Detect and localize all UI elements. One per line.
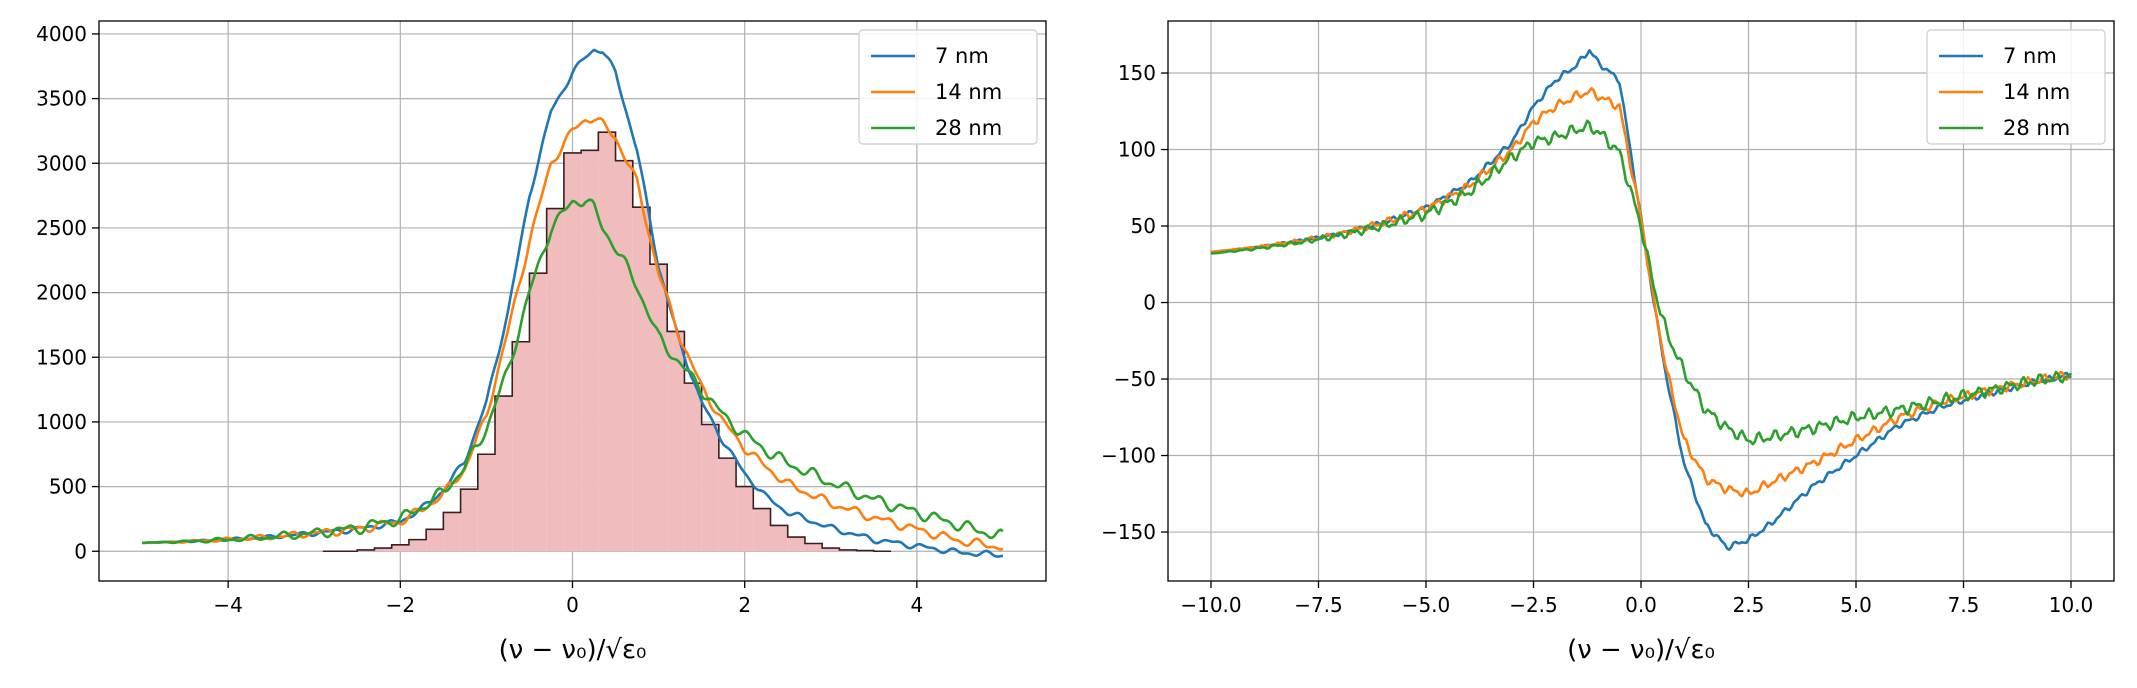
histogram-bar bbox=[495, 396, 513, 552]
axis-ticks: −10.0 −7.5 −5.0 −2.5 0.0 2.5 5.0 7.5 10.0 −150 −10… bbox=[1101, 61, 2093, 617]
histogram-bar bbox=[753, 508, 771, 552]
histogram-bar bbox=[787, 537, 805, 552]
y-tick-label: 0 bbox=[1143, 291, 1156, 315]
series-line-14nm bbox=[1210, 87, 2073, 498]
x-tick-label: −7.5 bbox=[1294, 593, 1343, 617]
series-lines bbox=[142, 48, 1004, 558]
y-tick-label: 100 bbox=[1118, 138, 1156, 162]
y-tick-label: 3000 bbox=[36, 151, 87, 175]
series-line-28nm bbox=[1210, 119, 2073, 446]
histogram-bar bbox=[426, 529, 444, 552]
histogram-outline bbox=[322, 131, 892, 553]
legend: 7 nm 14 nm 28 nm bbox=[1926, 29, 2106, 145]
legend-label: 28 nm bbox=[935, 116, 1002, 140]
chart-right-dispersion: −10.0 −7.5 −5.0 −2.5 0.0 2.5 5.0 7.5 10.0 −150 −10… bbox=[1101, 20, 2115, 665]
histogram-bar bbox=[512, 341, 530, 552]
x-tick-label: 2.5 bbox=[1733, 593, 1765, 617]
histogram-bar bbox=[632, 207, 650, 552]
legend-label: 28 nm bbox=[2003, 116, 2070, 140]
histogram bbox=[322, 131, 892, 553]
histogram-bar bbox=[736, 486, 754, 552]
x-tick-label: 4 bbox=[910, 593, 923, 617]
x-tick-label: −10.0 bbox=[1180, 593, 1241, 617]
y-tick-label: 50 bbox=[1131, 214, 1156, 238]
histogram-bar bbox=[615, 160, 633, 552]
legend-box bbox=[1926, 29, 2106, 145]
series-line-14nm bbox=[142, 116, 1004, 551]
histogram-bar bbox=[684, 383, 702, 552]
x-tick-label: 0 bbox=[566, 593, 579, 617]
y-tick-label: 2000 bbox=[36, 281, 87, 305]
legend-label: 14 nm bbox=[935, 80, 1002, 104]
histogram-bar bbox=[701, 424, 719, 552]
legend: 7 nm 14 nm 28 nm bbox=[858, 29, 1038, 145]
y-tick-label: −50 bbox=[1114, 367, 1156, 391]
histogram-bar bbox=[822, 548, 840, 552]
histogram-bar bbox=[718, 458, 737, 552]
x-tick-label: −4 bbox=[213, 593, 242, 617]
y-tick-label: 4000 bbox=[36, 22, 87, 46]
x-axis-label: (ν − ν₀)/√ε₀ bbox=[499, 635, 647, 665]
histogram-bar bbox=[804, 543, 823, 552]
x-tick-label: 10.0 bbox=[2049, 593, 2094, 617]
x-tick-label: 7.5 bbox=[1948, 593, 1980, 617]
histogram-bar bbox=[374, 548, 392, 552]
histogram-bar bbox=[770, 525, 788, 552]
legend-label: 7 nm bbox=[935, 44, 989, 68]
legend-label: 14 nm bbox=[2003, 80, 2070, 104]
y-tick-label: 3500 bbox=[36, 87, 87, 111]
x-tick-label: −2.5 bbox=[1509, 593, 1558, 617]
y-tick-label: 2500 bbox=[36, 216, 87, 240]
y-tick-label: 1500 bbox=[36, 345, 87, 369]
series-line-28nm bbox=[142, 198, 1004, 545]
histogram-bar bbox=[443, 512, 461, 552]
x-axis-label: (ν − ν₀)/√ε₀ bbox=[1567, 635, 1715, 665]
histogram-bar bbox=[477, 454, 496, 552]
histogram-bar bbox=[391, 544, 409, 552]
histogram-bar bbox=[529, 273, 547, 552]
x-tick-label: −2 bbox=[386, 593, 415, 617]
y-tick-label: 150 bbox=[1118, 61, 1156, 85]
y-tick-label: 500 bbox=[49, 475, 87, 499]
series-lines bbox=[1210, 49, 2073, 551]
y-tick-label: −150 bbox=[1101, 520, 1156, 544]
y-tick-label: −100 bbox=[1101, 444, 1156, 468]
axis-ticks: −4 −2 0 2 4 0 500 1000 1500 2000 2500 3000 3500 4000 bbox=[36, 22, 923, 617]
y-tick-label: 0 bbox=[74, 539, 87, 563]
x-tick-label: 2 bbox=[738, 593, 751, 617]
legend-box bbox=[858, 29, 1038, 145]
histogram-bar bbox=[581, 150, 599, 552]
x-tick-label: 0.0 bbox=[1625, 593, 1657, 617]
histogram-bar bbox=[667, 331, 685, 552]
histogram-bar bbox=[460, 489, 478, 552]
legend-label: 7 nm bbox=[2003, 44, 2057, 68]
histogram-bar bbox=[649, 264, 668, 552]
histogram-bar bbox=[408, 539, 427, 552]
chart-left-distribution: −4 −2 0 2 405001000150020002500300035004000 … bbox=[36, 20, 1047, 665]
histogram-bar bbox=[546, 208, 564, 552]
histogram-bar bbox=[563, 152, 582, 552]
histogram-bar bbox=[598, 132, 616, 552]
x-tick-label: 5.0 bbox=[1840, 593, 1872, 617]
x-tick-label: −5.0 bbox=[1402, 593, 1451, 617]
y-tick-label: 1000 bbox=[36, 410, 87, 434]
